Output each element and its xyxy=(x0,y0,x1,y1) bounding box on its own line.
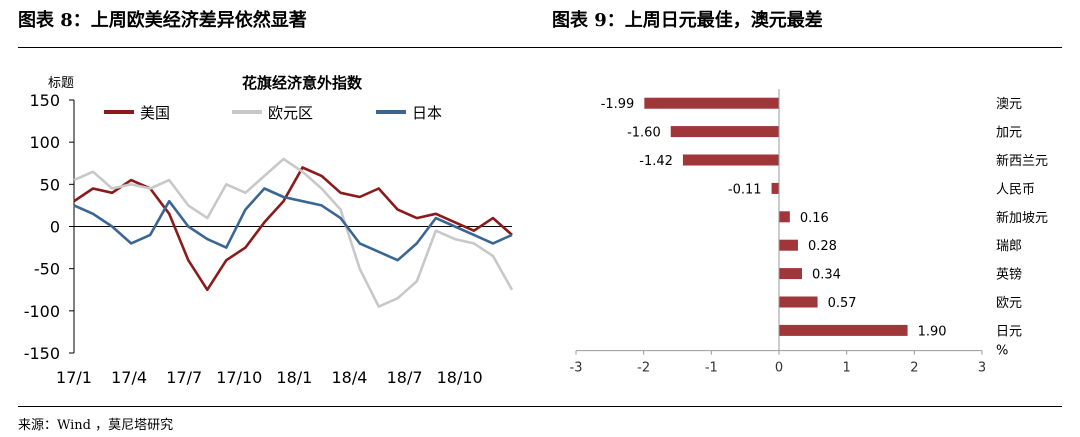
category-label: 日元 xyxy=(996,324,1022,339)
y-tick-label: -50 xyxy=(34,260,60,279)
series-line xyxy=(73,187,513,262)
bottom-rule xyxy=(18,406,1062,407)
category-label: 人民币 xyxy=(996,182,1035,197)
x-tick-label: 18/10 xyxy=(437,368,483,387)
legend-label: 日本 xyxy=(412,104,442,122)
bar xyxy=(682,154,779,166)
y-tick-label: 100 xyxy=(29,133,60,152)
bar xyxy=(779,296,818,308)
legend-label: 欧元区 xyxy=(268,104,313,122)
x-tick-label: 17/10 xyxy=(216,368,262,387)
x-tick-label: 2 xyxy=(910,361,918,376)
y-tick-label: 150 xyxy=(29,91,60,110)
x-tick-label: -1 xyxy=(705,361,718,376)
y-tick-label: 0 xyxy=(50,218,60,237)
bar xyxy=(644,97,779,109)
x-tick-label: 18/7 xyxy=(387,368,423,387)
economic-surprise-line-chart: 花旗经济意外指数 标题 150 100 50 0 -50 -100 -150 17/1 17/4… xyxy=(24,74,514,387)
category-label: 欧元 xyxy=(996,296,1022,311)
bar-value-label: -1.42 xyxy=(639,154,673,169)
chart-title: 花旗经济意外指数 xyxy=(242,74,363,92)
x-tick-label: 18/4 xyxy=(332,368,368,387)
category-label: 加元 xyxy=(996,126,1022,141)
x-tick-label: 17/4 xyxy=(111,368,147,387)
x-tick-label: 18/1 xyxy=(276,368,312,387)
bar xyxy=(779,239,798,251)
x-tick-label: 1 xyxy=(843,361,851,376)
y-axis-label: 标题 xyxy=(48,76,74,91)
bar xyxy=(670,126,779,138)
bar-value-label: -1.60 xyxy=(627,126,661,141)
x-tick-label: -3 xyxy=(570,361,583,376)
x-tick-label: -2 xyxy=(637,361,650,376)
bar xyxy=(779,324,908,336)
category-label: 新西兰元 xyxy=(996,153,1048,169)
top-rule xyxy=(18,47,1062,48)
bar-value-label: -0.11 xyxy=(728,182,762,197)
x-tick-label: 17/7 xyxy=(166,368,202,387)
unit-label: % xyxy=(996,344,1008,359)
right-figure-title: 图表 9：上周日元最佳，澳元最差 xyxy=(552,10,823,31)
fx-change-bar-chart: -1.99 澳元 -1.60 加元 -1.42 新西兰元 -0.11 人民币 0.16 新加坡元 0… xyxy=(570,89,1048,376)
legend-label: 美国 xyxy=(140,104,170,122)
bar-value-label: 0.57 xyxy=(828,296,857,311)
source-note: 来源：Wind ，莫尼塔研究 xyxy=(18,418,174,433)
x-tick-label: 3 xyxy=(978,361,986,376)
category-label: 英镑 xyxy=(996,267,1022,283)
category-label: 瑞郎 xyxy=(996,239,1022,254)
x-tick-label: 17/1 xyxy=(56,368,92,387)
category-label: 新加坡元 xyxy=(996,210,1048,226)
bar xyxy=(779,211,790,223)
bar xyxy=(779,268,803,280)
y-tick-label: 50 xyxy=(40,175,60,194)
y-tick-label: -100 xyxy=(24,302,60,321)
bar-value-label: 0.28 xyxy=(808,239,837,254)
series-line xyxy=(73,157,514,308)
bar-value-label: 0.16 xyxy=(800,211,829,226)
y-tick-label: -150 xyxy=(24,344,60,363)
bar-value-label: 1.90 xyxy=(918,324,947,339)
category-label: 澳元 xyxy=(996,96,1022,112)
x-tick-label: 0 xyxy=(775,361,783,376)
bar-value-label: 0.34 xyxy=(812,268,841,283)
left-figure-title: 图表 8：上周欧美经济差异依然显著 xyxy=(18,10,307,31)
bar xyxy=(771,182,779,194)
bar-value-label: -1.99 xyxy=(601,97,635,112)
